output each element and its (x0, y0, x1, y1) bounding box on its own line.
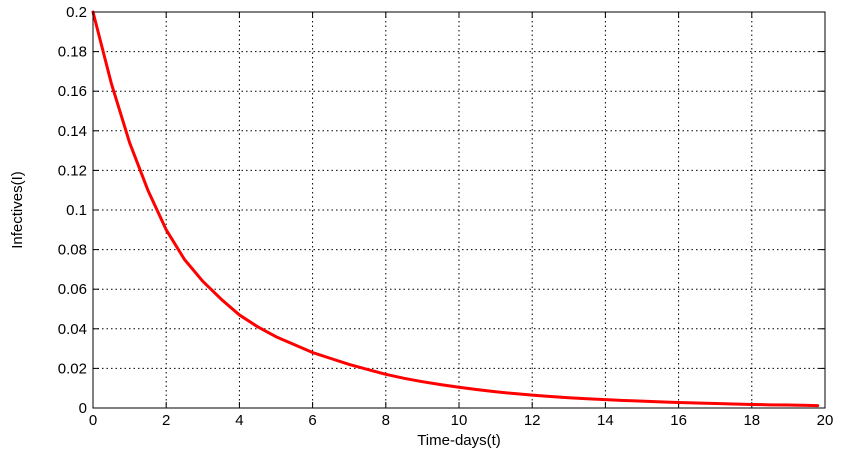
y-tick-label: 0.18 (58, 44, 87, 61)
y-tick-label: 0.14 (58, 123, 87, 140)
x-tick-label: 18 (743, 412, 760, 429)
y-tick-label: 0.06 (58, 281, 87, 298)
y-tick-label: 0.04 (58, 321, 87, 338)
y-tick-label: 0.16 (58, 83, 87, 100)
x-tick-label: 8 (382, 412, 390, 429)
x-tick-label: 4 (235, 412, 243, 429)
x-tick-label: 16 (670, 412, 687, 429)
y-tick-label: 0 (79, 400, 87, 417)
y-tick-label: 0.12 (58, 162, 87, 179)
series-layer (91, 10, 820, 408)
x-axis-label: Time-days(t) (417, 432, 501, 449)
y-axis-label: Infectives(I) (9, 171, 26, 249)
x-tick-label: 12 (524, 412, 541, 429)
x-tick-label: 20 (817, 412, 834, 429)
y-tick-label: 0.02 (58, 360, 87, 377)
x-tick-label: 10 (451, 412, 468, 429)
y-tick-label: 0.1 (66, 202, 87, 219)
y-tick-label: 0.2 (66, 4, 87, 21)
ticks: 0 2 4 6 8 10 12 14 16 18 20 0 0.02 0.04 0.06 0.08 0.1 0.1… (58, 4, 834, 429)
plot-frame (92, 11, 826, 409)
y-tick-label: 0.08 (58, 242, 87, 259)
x-tick-label: 6 (308, 412, 316, 429)
series-line-0 (91, 10, 820, 408)
x-tick-label: 2 (162, 412, 170, 429)
grid (93, 12, 825, 408)
x-tick-label: 14 (597, 412, 614, 429)
x-tick-label: 0 (89, 412, 97, 429)
